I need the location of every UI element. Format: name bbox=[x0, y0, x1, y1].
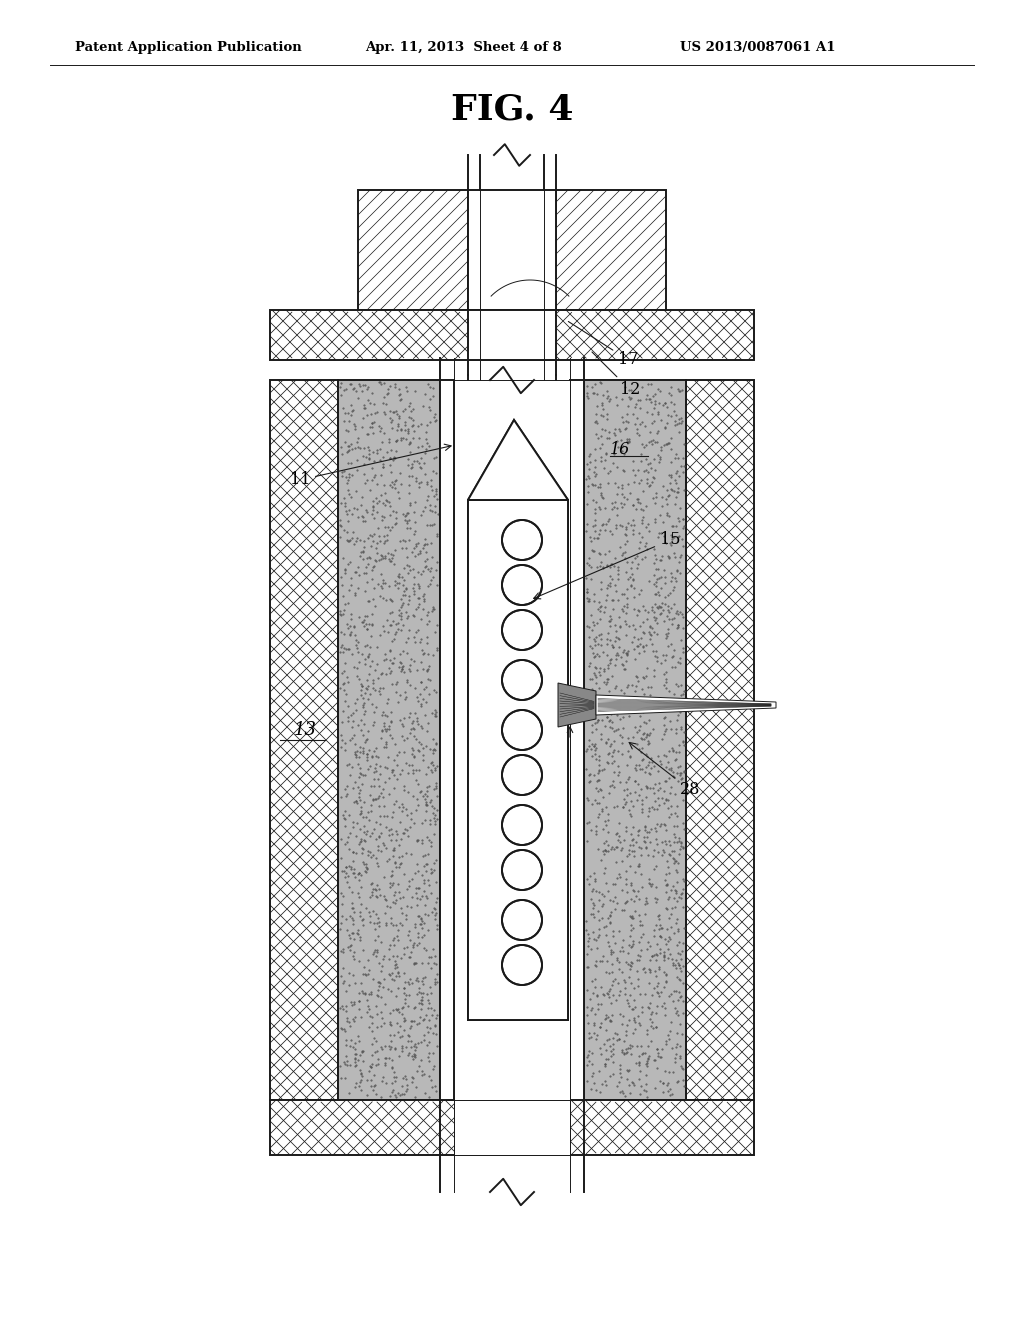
Polygon shape bbox=[358, 190, 468, 310]
Text: 11: 11 bbox=[290, 444, 452, 488]
Polygon shape bbox=[468, 420, 568, 500]
Polygon shape bbox=[338, 380, 440, 1100]
Polygon shape bbox=[270, 310, 754, 360]
Text: 12: 12 bbox=[592, 352, 640, 399]
Polygon shape bbox=[440, 380, 454, 1100]
Polygon shape bbox=[454, 380, 570, 1100]
Polygon shape bbox=[468, 500, 568, 1020]
Polygon shape bbox=[556, 190, 666, 310]
Polygon shape bbox=[596, 696, 776, 715]
Polygon shape bbox=[686, 380, 754, 1100]
Text: 15: 15 bbox=[534, 532, 681, 599]
Text: US 2013/0087061 A1: US 2013/0087061 A1 bbox=[680, 41, 836, 54]
Text: 28: 28 bbox=[629, 742, 700, 799]
Text: 16: 16 bbox=[610, 441, 630, 458]
Text: 13: 13 bbox=[294, 721, 316, 739]
Polygon shape bbox=[270, 380, 338, 1100]
Polygon shape bbox=[468, 190, 556, 310]
Polygon shape bbox=[584, 380, 686, 1100]
Text: Patent Application Publication: Patent Application Publication bbox=[75, 41, 302, 54]
Polygon shape bbox=[270, 1100, 754, 1155]
Text: 17: 17 bbox=[568, 322, 639, 368]
Polygon shape bbox=[570, 380, 584, 1100]
Text: Apr. 11, 2013  Sheet 4 of 8: Apr. 11, 2013 Sheet 4 of 8 bbox=[365, 41, 562, 54]
Polygon shape bbox=[454, 1100, 570, 1155]
Polygon shape bbox=[468, 420, 568, 500]
Polygon shape bbox=[468, 310, 556, 360]
Text: FIG. 4: FIG. 4 bbox=[451, 92, 573, 127]
Polygon shape bbox=[468, 500, 568, 1020]
Polygon shape bbox=[558, 682, 596, 727]
